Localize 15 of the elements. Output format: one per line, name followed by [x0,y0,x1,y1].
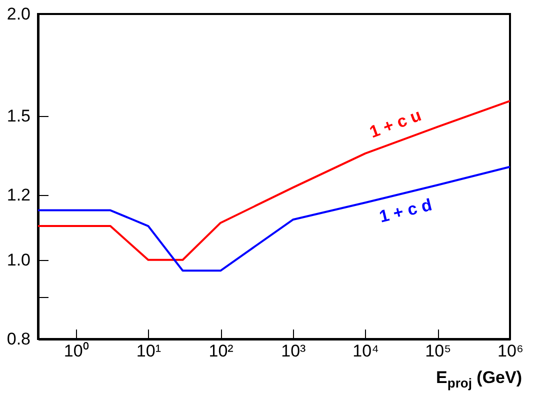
text: 1 + c d [377,195,434,226]
x-tick-label: 10⁵ [425,342,452,360]
x-tick-label: 10³ [281,342,306,360]
x-tick-label: 10⁰ [64,342,89,360]
x-tick-label: 10² [208,342,234,360]
text: 1 + c u [367,106,424,142]
y-tick-label: 0.8 [6,330,30,348]
y-tick-label: 1.2 [6,186,30,205]
x-axis-title: E$_{proj}$ (GeV) [436,368,522,390]
y-tick-label: 1.0 [6,250,30,270]
x-tick-label: 10¹ [136,342,162,360]
x-tick-label: 10⁶ [498,342,524,360]
y-tick-label: 2.0 [6,4,30,24]
x-tick-label: 10⁴ [352,342,379,360]
y-tick-label: 1.5 [6,106,30,126]
